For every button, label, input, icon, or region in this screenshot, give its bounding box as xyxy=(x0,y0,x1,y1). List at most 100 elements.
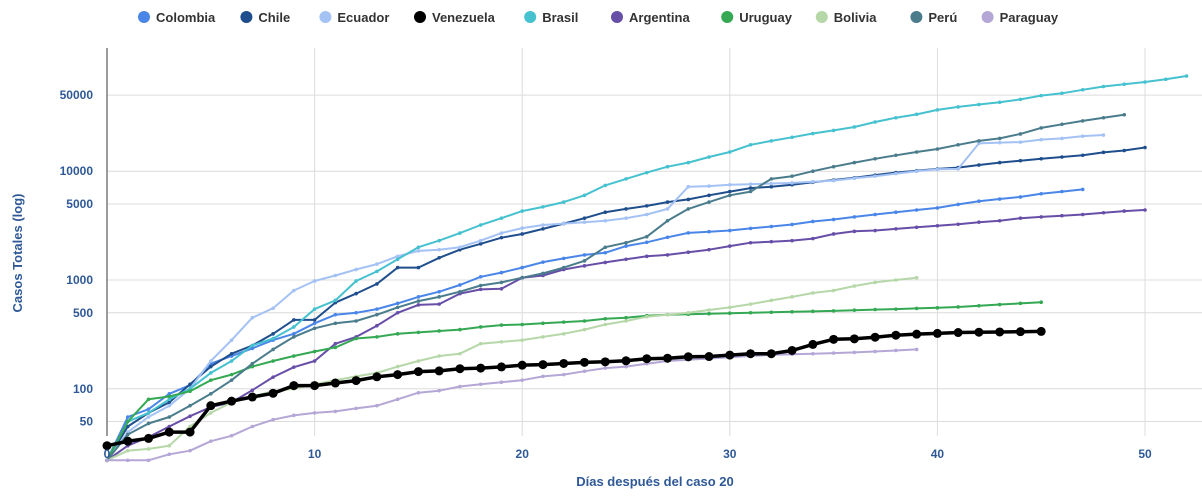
legend-item-brasil[interactable]: Brasil xyxy=(524,10,578,25)
data-point-argentina xyxy=(748,240,753,245)
data-point-peru xyxy=(250,361,255,366)
series-line-bolivia xyxy=(106,276,917,462)
data-point-venezuela xyxy=(496,362,506,372)
data-point-colombia xyxy=(603,250,608,255)
data-point-bolivia xyxy=(811,291,815,295)
data-point-bolivia xyxy=(582,327,587,332)
data-point-bolivia xyxy=(188,424,192,429)
data-point-uruguay xyxy=(852,308,857,312)
data-point-venezuela xyxy=(579,357,589,367)
data-point-bolivia xyxy=(665,312,670,317)
legend-item-bolivia[interactable]: Bolivia xyxy=(815,10,877,25)
data-point-chile xyxy=(1018,158,1023,163)
data-point-ecuador xyxy=(561,221,566,226)
data-point-paraguay xyxy=(914,347,919,352)
data-point-venezuela xyxy=(310,381,320,391)
data-point-chile xyxy=(499,235,504,240)
data-point-paraguay xyxy=(312,411,317,415)
data-point-bolivia xyxy=(748,302,753,306)
data-point-venezuela xyxy=(102,441,112,451)
data-point-venezuela xyxy=(268,388,278,398)
data-point-chile xyxy=(748,186,753,190)
data-point-colombia xyxy=(707,229,711,234)
data-point-ecuador xyxy=(146,415,151,419)
data-point-argentina xyxy=(707,247,711,252)
data-point-chile xyxy=(312,318,317,322)
data-point-colombia xyxy=(790,222,794,227)
data-point-chile xyxy=(437,255,441,260)
data-point-colombia xyxy=(1060,189,1064,194)
data-point-argentina xyxy=(395,310,400,315)
legend-item-colombia[interactable]: Colombia xyxy=(138,10,216,25)
data-point-bolivia xyxy=(894,278,898,282)
data-point-bolivia xyxy=(686,310,691,315)
legend-swatch xyxy=(524,11,537,23)
data-point-colombia xyxy=(914,208,919,212)
series-brasil xyxy=(105,74,1189,463)
data-point-uruguay xyxy=(167,394,172,399)
x-tick-label: 40 xyxy=(931,447,945,461)
data-point-peru xyxy=(997,136,1002,141)
legend-item-paraguay[interactable]: Paraguay xyxy=(981,10,1059,25)
data-point-brasil xyxy=(167,397,172,402)
y-tick-label: 50000 xyxy=(60,88,94,102)
data-point-venezuela xyxy=(891,330,901,340)
x-tick-label: 30 xyxy=(723,447,737,461)
data-point-uruguay xyxy=(707,311,711,316)
legend-item-argentina[interactable]: Argentina xyxy=(611,10,690,25)
data-point-ecuador xyxy=(603,219,608,223)
legend-item-venezuela[interactable]: Venezuela xyxy=(414,10,496,25)
data-point-venezuela xyxy=(206,401,216,411)
data-point-ecuador xyxy=(894,171,898,176)
data-point-colombia xyxy=(956,202,960,207)
data-point-argentina xyxy=(831,232,836,236)
data-point-uruguay xyxy=(333,345,338,350)
data-point-brasil xyxy=(582,193,587,198)
data-point-peru xyxy=(146,421,151,426)
data-point-chile xyxy=(707,193,711,198)
data-point-brasil xyxy=(769,139,774,143)
data-point-venezuela xyxy=(746,349,756,359)
data-point-argentina xyxy=(873,228,877,233)
data-point-uruguay xyxy=(914,306,919,311)
data-point-peru xyxy=(603,245,608,250)
data-point-venezuela xyxy=(725,350,735,360)
data-point-uruguay xyxy=(748,310,753,315)
data-point-argentina xyxy=(790,238,794,243)
data-point-peru xyxy=(1060,122,1064,127)
data-point-chile xyxy=(229,351,234,356)
data-point-paraguay xyxy=(188,448,192,453)
data-point-brasil xyxy=(478,223,483,227)
data-point-ecuador xyxy=(644,212,649,217)
data-point-argentina xyxy=(728,244,732,248)
data-point-paraguay xyxy=(873,349,877,354)
legend-item-peru[interactable]: Perú xyxy=(910,10,957,25)
legend-item-chile[interactable]: Chile xyxy=(240,10,290,25)
data-point-uruguay xyxy=(146,397,151,402)
data-point-uruguay xyxy=(624,315,628,320)
data-point-peru xyxy=(935,147,940,151)
data-point-argentina xyxy=(250,388,255,393)
data-point-venezuela xyxy=(829,334,839,344)
data-point-venezuela xyxy=(393,370,403,380)
data-point-bolivia xyxy=(167,443,172,448)
data-point-ecuador xyxy=(209,359,213,363)
legend-item-uruguay[interactable]: Uruguay xyxy=(721,10,793,25)
legend-item-ecuador[interactable]: Ecuador xyxy=(319,10,389,25)
data-point-argentina xyxy=(188,414,192,418)
data-point-chile xyxy=(997,160,1002,165)
data-point-brasil xyxy=(1163,77,1168,82)
data-point-peru xyxy=(644,234,649,239)
data-point-colombia xyxy=(354,310,358,315)
data-point-argentina xyxy=(582,264,587,268)
data-point-peru xyxy=(873,157,877,161)
data-point-chile xyxy=(1039,157,1043,161)
data-point-chile xyxy=(125,424,130,429)
data-point-brasil xyxy=(811,131,815,136)
data-point-uruguay xyxy=(811,309,815,314)
data-point-argentina xyxy=(1018,216,1023,220)
data-point-ecuador xyxy=(1060,136,1064,141)
data-point-venezuela xyxy=(144,433,154,443)
data-point-venezuela xyxy=(538,360,548,370)
data-point-paraguay xyxy=(811,351,815,356)
